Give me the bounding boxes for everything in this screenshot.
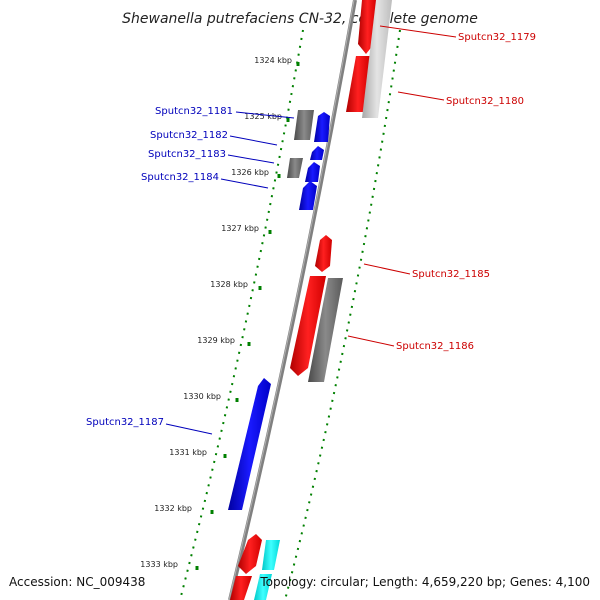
callout-line: [379, 25, 457, 38]
callout-line: [347, 335, 395, 347]
gene-sputcn32-1181[interactable]: [314, 112, 330, 142]
gene-sputcn32-1184[interactable]: [299, 181, 317, 210]
gene-sputcn32-1186-pseudo[interactable]: [308, 278, 343, 382]
gene-bottom-cyan-2[interactable]: [254, 574, 272, 600]
gene-label-sputcn32-1181[interactable]: Sputcn32_1181: [155, 106, 233, 117]
gene-features: [228, 0, 392, 600]
genome-backbone: [228, 0, 357, 600]
tick-marks: [195, 62, 300, 570]
tick-label: 1331 kbp: [169, 448, 207, 457]
callout-line: [229, 135, 278, 146]
topology-label: Topology: circular; Length: 4,659,220 bp…: [259, 575, 590, 589]
tick-label: 1325 kbp: [244, 112, 282, 121]
tick-label: 1329 kbp: [197, 336, 235, 345]
callout-line: [363, 263, 411, 275]
callout-line: [165, 423, 213, 435]
outer-tick-ring: [284, 29, 401, 600]
gene-sputcn32-1181-pseudo[interactable]: [294, 110, 314, 140]
gene-sputcn32-1182[interactable]: [310, 146, 324, 160]
gene-label-sputcn32-1184[interactable]: Sputcn32_1184: [141, 172, 219, 183]
label-callouts: [165, 25, 457, 435]
gene-labels: Sputcn32_1179 Sputcn32_1180 Sputcn32_118…: [86, 32, 536, 428]
gene-label-sputcn32-1185[interactable]: Sputcn32_1185: [412, 269, 490, 280]
gene-label-sputcn32-1180[interactable]: Sputcn32_1180: [446, 96, 524, 107]
tick-label: 1326 kbp: [231, 168, 269, 177]
gene-sputcn32-1185[interactable]: [315, 235, 332, 272]
tick-label: 1333 kbp: [140, 560, 178, 569]
tick-label: 1324 kbp: [254, 56, 292, 65]
gene-bottom-red-2[interactable]: [230, 576, 252, 600]
gene-label-sputcn32-1186[interactable]: Sputcn32_1186: [396, 341, 474, 352]
inner-tick-ring: [179, 29, 304, 600]
gene-label-sputcn32-1183[interactable]: Sputcn32_1183: [148, 149, 226, 160]
gene-sputcn32-1186[interactable]: [290, 276, 326, 376]
gene-bottom-cyan-1[interactable]: [262, 540, 280, 570]
genome-backbone-highlight: [228, 0, 355, 600]
gene-sputcn32-1180[interactable]: [346, 56, 370, 112]
tick-label: 1332 kbp: [154, 504, 192, 513]
gene-sputcn32-1180-pseudo[interactable]: [362, 0, 392, 118]
gene-sputcn32-1183[interactable]: [305, 162, 320, 182]
callout-line: [397, 91, 445, 101]
tick-label: 1328 kbp: [210, 280, 248, 289]
tick-label: 1330 kbp: [183, 392, 221, 401]
callout-line: [235, 111, 295, 119]
gene-sputcn32-1183-pseudo[interactable]: [287, 158, 303, 178]
gene-label-sputcn32-1187[interactable]: Sputcn32_1187: [86, 417, 164, 428]
gene-bottom-red-1[interactable]: [238, 534, 262, 574]
gene-label-sputcn32-1179[interactable]: Sputcn32_1179: [458, 32, 536, 43]
callout-line: [227, 154, 275, 164]
accession-label: Accession: NC_009438: [9, 575, 145, 589]
map-title: Shewanella putrefaciens CN-32, complete …: [122, 11, 478, 27]
tick-labels: 1324 kbp 1325 kbp 1326 kbp 1327 kbp 1328…: [140, 56, 292, 569]
gene-label-sputcn32-1182[interactable]: Sputcn32_1182: [150, 130, 228, 141]
tick-label: 1327 kbp: [221, 224, 259, 233]
gene-sputcn32-1187[interactable]: [228, 378, 271, 510]
callout-line: [220, 178, 269, 189]
